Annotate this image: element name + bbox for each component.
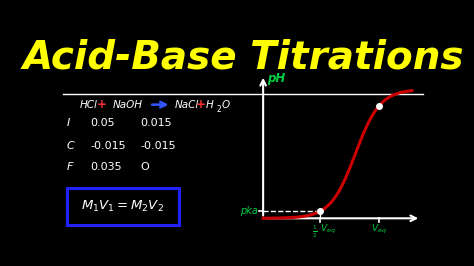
Text: F: F	[66, 162, 73, 172]
Text: 0.015: 0.015	[140, 118, 172, 128]
Text: Acid-Base Titrations: Acid-Base Titrations	[22, 38, 464, 76]
Text: pH: pH	[267, 72, 286, 85]
Text: 2: 2	[216, 105, 221, 114]
Text: -0.015: -0.015	[140, 141, 176, 151]
Text: 0.05: 0.05	[91, 118, 115, 128]
Text: C: C	[66, 141, 74, 151]
Text: -0.015: -0.015	[91, 141, 126, 151]
Text: +: +	[97, 98, 107, 111]
FancyBboxPatch shape	[66, 188, 179, 226]
Text: H: H	[206, 100, 214, 110]
Text: O: O	[140, 162, 149, 172]
Text: NaOH: NaOH	[112, 100, 143, 110]
Text: $V_{eq}$: $V_{eq}$	[320, 223, 336, 236]
Text: HCl: HCl	[80, 100, 97, 110]
Text: $V_{eq}$: $V_{eq}$	[371, 223, 387, 236]
Text: +: +	[196, 98, 206, 111]
Text: $\frac{1}{2}$: $\frac{1}{2}$	[312, 223, 318, 240]
Text: 0.035: 0.035	[91, 162, 122, 172]
Text: pka: pka	[240, 206, 258, 217]
Text: O: O	[222, 100, 230, 110]
Text: I: I	[66, 118, 70, 128]
Text: $M_1V_1 = M_2V_2$: $M_1V_1 = M_2V_2$	[81, 199, 164, 214]
Text: NaCl: NaCl	[175, 100, 199, 110]
